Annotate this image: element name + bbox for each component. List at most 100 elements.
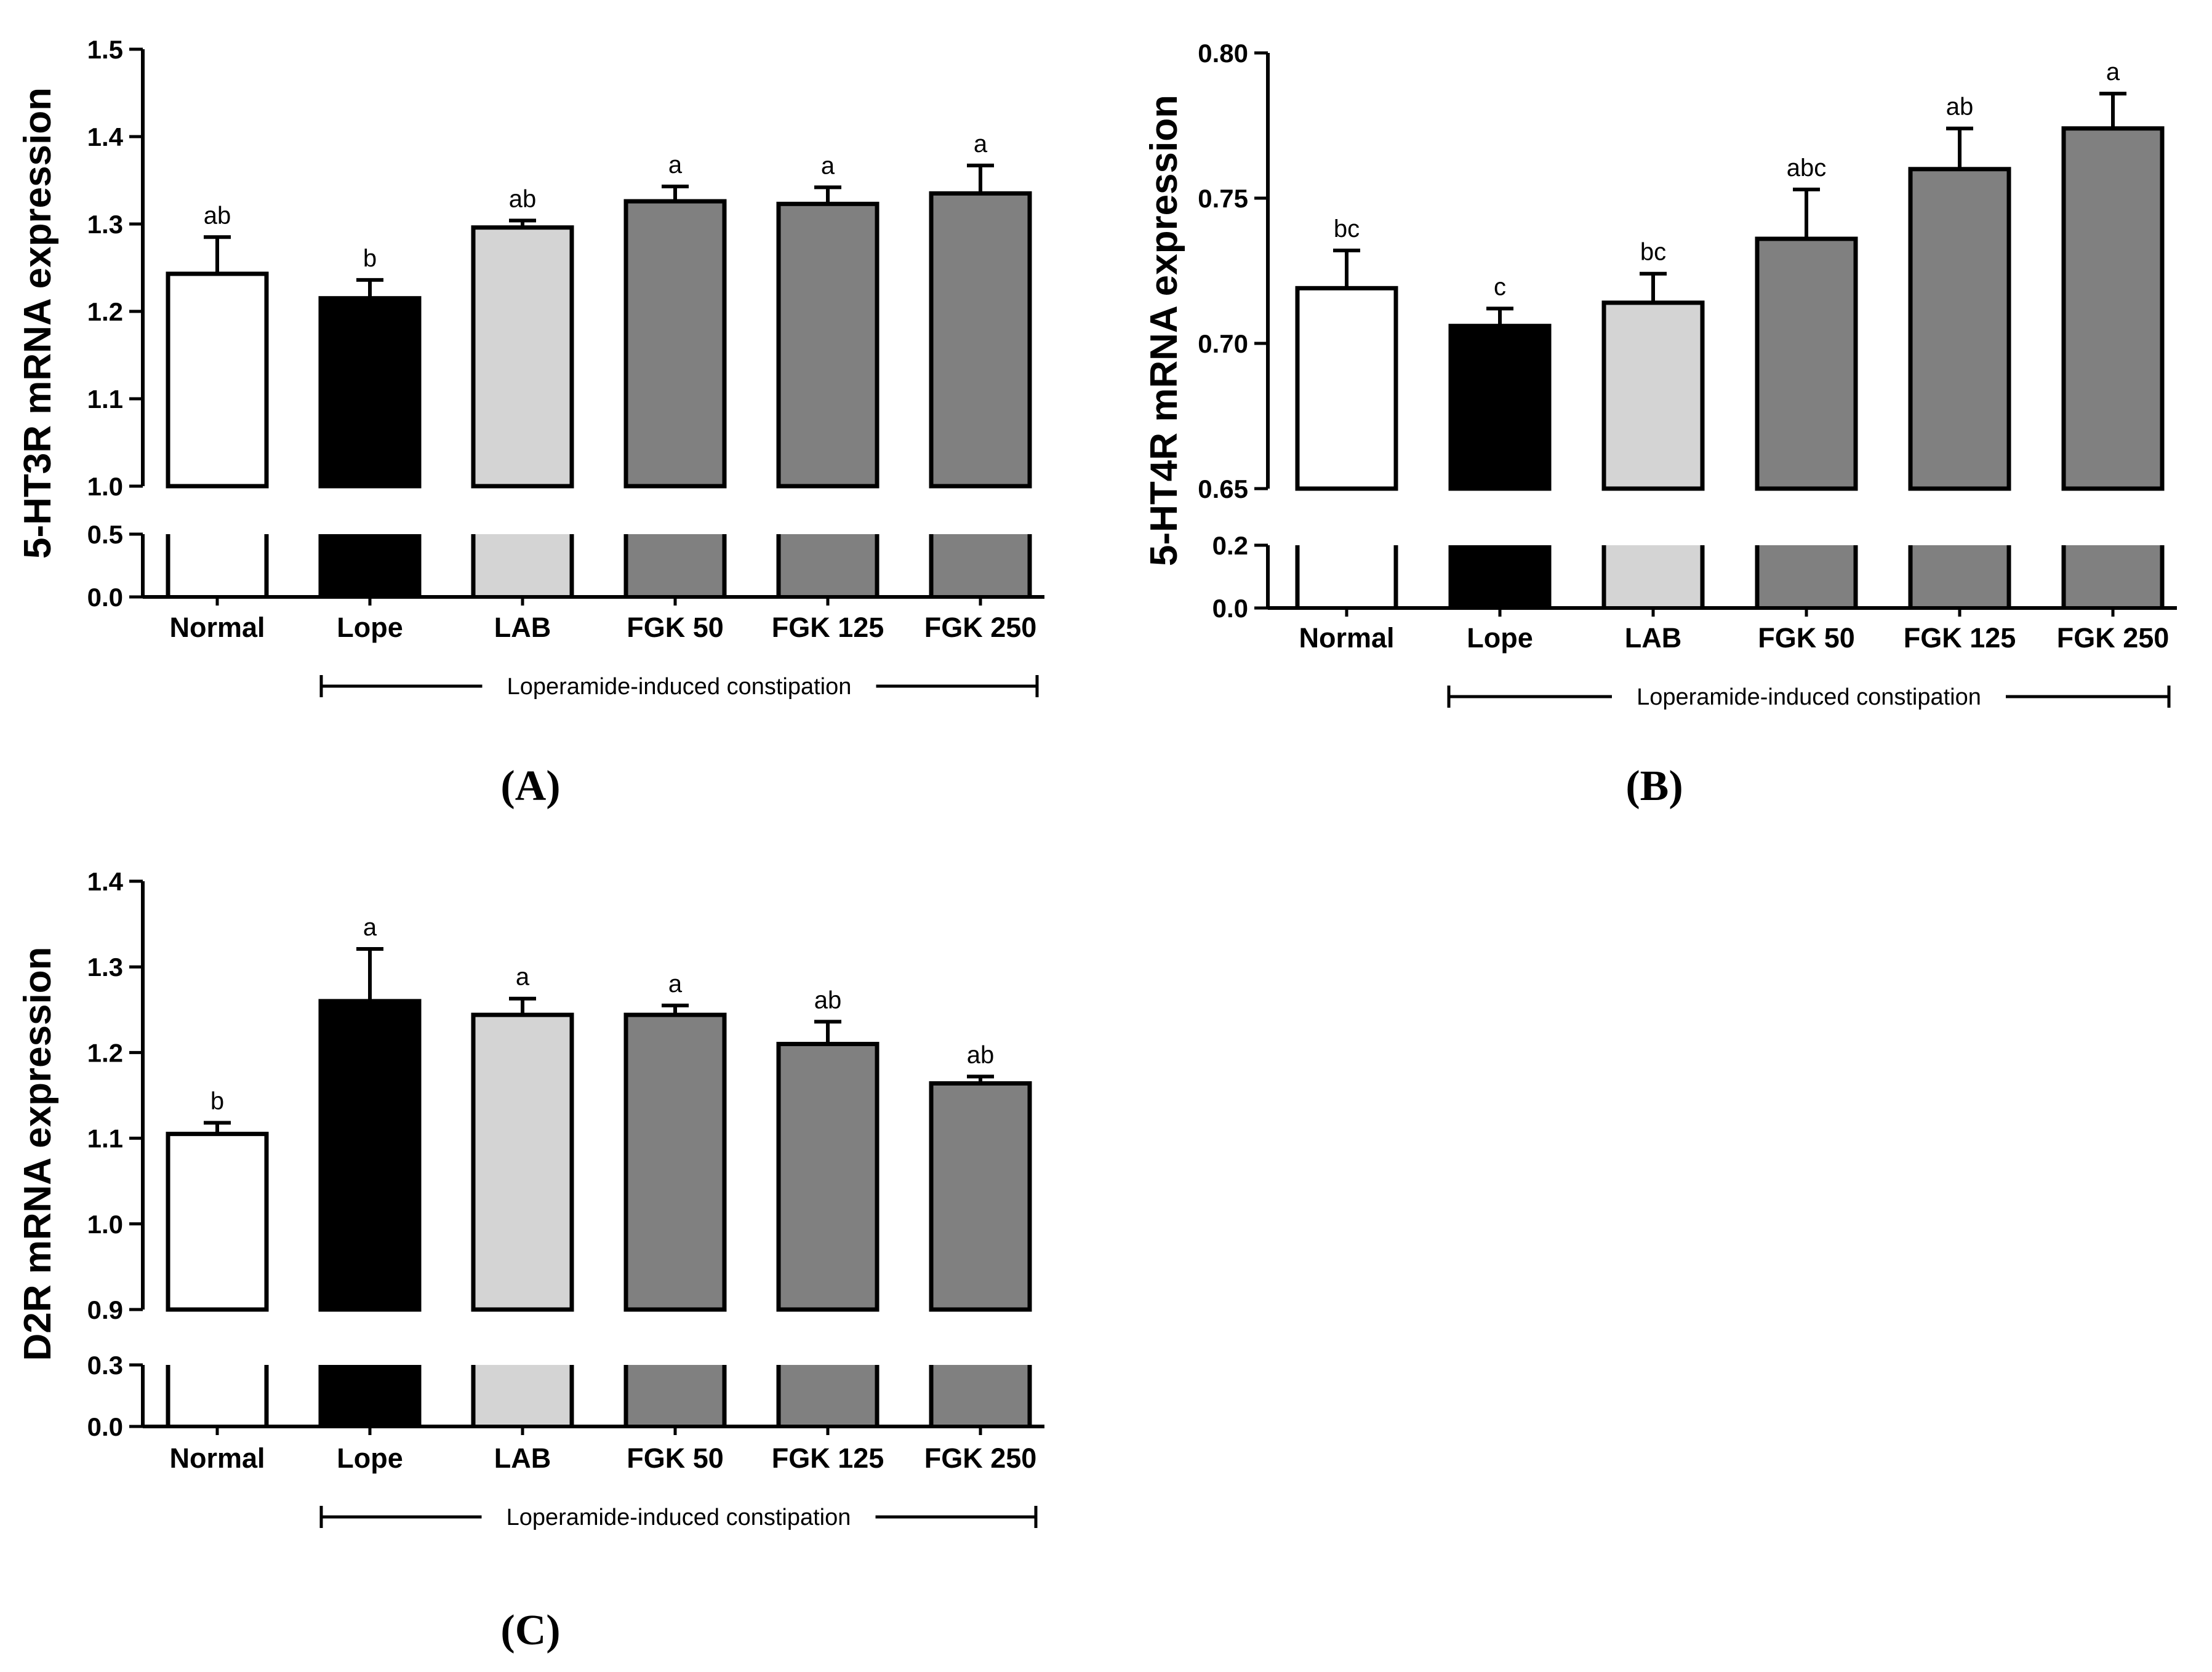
group-bracket [319,675,1039,697]
y-tick-label: 1.3 [87,210,123,239]
bar-lower [931,1365,1030,1426]
bar-lower-outline [471,534,574,597]
bar-lower [321,1365,419,1426]
bar-lower-outline [623,1365,727,1426]
bar-lower [168,1365,266,1426]
y-tick-label: 0.2 [1212,531,1248,560]
bar-lower [1604,545,1702,608]
significance-label: b [210,1088,224,1115]
error-bar [1946,126,1973,169]
y-tick-label: 1.2 [87,297,123,326]
bar-upper [929,1081,1032,1312]
bar-lower-outline [166,1365,269,1426]
panel-c-caption: (C) [500,1607,560,1654]
significance-label: bc [1334,215,1360,242]
y-tick-label: 0.0 [87,583,123,612]
y-tick-label: 0.0 [1212,594,1248,623]
significance-label: a [974,130,988,158]
significance-label: a [363,914,377,941]
error-bar [204,1121,231,1134]
y-tick-label: 0.70 [1198,329,1248,358]
panel-c: b Normal a Lope a LAB a FGK 50 ab FGK 125 ab FGK 25… [17,867,1044,1530]
category-label: Lope [1467,622,1533,654]
significance-label: a [668,970,683,998]
bar-lower-outline [776,534,880,597]
y-tick-label: 0.3 [87,1351,123,1380]
category-label: FGK 50 [627,1442,724,1474]
panel-b-caption: (B) [1625,762,1683,810]
group-bracket-label: Loperamide-induced constipation [507,674,852,700]
bar-upper [318,296,422,489]
y-axis-title: 5-HT3R mRNA expression [17,87,59,559]
bar-upper [2061,126,2165,491]
bar-lower [626,1365,724,1426]
bar-upper [776,201,880,489]
category-label: FGK 50 [627,612,724,643]
bar-upper [166,271,269,489]
category-label: FGK 250 [2057,622,2170,654]
error-bar [662,184,689,202]
bar-lower [931,534,1030,597]
category-label: FGK 250 [924,1442,1037,1474]
bar-upper [623,199,727,489]
bar-lower-outline [318,1365,422,1426]
significance-label: abc [1787,154,1827,182]
bar-lower [321,534,419,597]
panel-b: bc Normal c Lope bc LAB abc FGK 50 ab FGK 125 a FGK… [1143,39,2177,710]
significance-label: a [2106,58,2120,86]
y-tick-label: 1.0 [87,472,123,501]
y-tick-label: 0.5 [87,520,123,549]
category-label: FGK 125 [772,1442,884,1474]
bar-lower-outline [1601,545,1705,608]
error-bar [662,1003,689,1015]
y-tick-label: 0.0 [87,1412,123,1441]
significance-label: c [1494,273,1506,300]
bar-lower-outline [929,534,1032,597]
y-tick-label: 0.65 [1198,474,1248,503]
y-tick-label: 1.1 [87,385,123,414]
category-label: Lope [337,612,403,643]
y-tick-label: 0.9 [87,1295,123,1324]
bar-lower [626,534,724,597]
error-bar [1793,187,1820,239]
y-tick-label: 1.4 [87,122,124,151]
bar-lower [1451,545,1549,608]
bar-lower-outline [2061,545,2165,608]
bar-lower [1297,545,1396,608]
y-axis-title: 5-HT4R mRNA expression [1143,95,1185,566]
bar-upper [1448,324,1552,491]
bar-lower-outline [1755,545,1858,608]
category-label: Normal [169,1442,265,1474]
category-label: FGK 125 [1904,622,2016,654]
group-bracket [1447,686,2171,708]
bar-lower [1910,545,2009,608]
category-label: Normal [1299,622,1394,654]
bar-lower-outline [318,534,422,597]
significance-label: a [668,151,683,178]
bar-lower-outline [1295,545,1398,608]
error-bar [204,235,231,274]
y-axis-title: D2R mRNA expression [17,946,59,1361]
significance-label: bc [1640,239,1666,266]
panel-a: ab Normal b Lope ab LAB a FGK 50 a FGK 125 a FGK 25… [17,35,1044,700]
bar-lower-outline [471,1365,574,1426]
category-label: FGK 50 [1758,622,1855,654]
panel-a-caption: (A) [500,762,560,810]
bar-upper [1601,300,1705,491]
bar-upper [471,225,574,489]
bar-lower [473,534,572,597]
bar-upper [776,1041,880,1312]
category-label: LAB [1625,622,1681,654]
y-tick-label: 0.80 [1198,39,1248,68]
error-bar [356,278,383,298]
group-bracket-label: Loperamide-induced constipation [1637,684,1981,710]
bar-lower-outline [776,1365,880,1426]
error-bar [356,946,383,1001]
bar-lower [473,1365,572,1426]
y-tick-label: 1.0 [87,1210,123,1239]
significance-label: ab [967,1041,995,1068]
category-label: FGK 125 [772,612,884,643]
bar-upper [929,191,1032,489]
significance-label: ab [509,185,537,212]
bar-upper [471,1012,574,1312]
